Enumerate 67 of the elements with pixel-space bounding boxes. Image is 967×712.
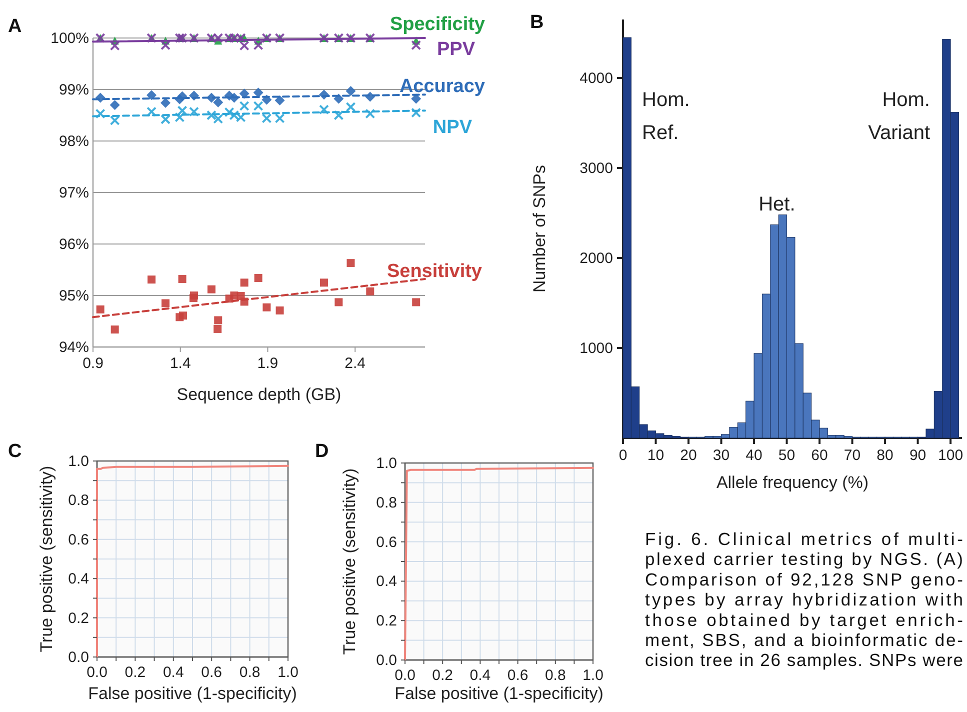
x-tick-label: 60 — [811, 447, 828, 464]
x-tick-label: 0.6 — [201, 664, 222, 681]
x-tick-label: 80 — [876, 447, 894, 464]
y-tick-label: 99% — [58, 82, 89, 98]
x-tick-label: 1.9 — [257, 355, 278, 372]
x-tick-label: 1.4 — [170, 355, 191, 372]
y-tick-label: 4000 — [580, 70, 613, 87]
x-tick-label: 0.6 — [507, 667, 528, 684]
y-axis-title: True positive (sensitivity) — [340, 468, 359, 655]
y-tick-label: 0.6 — [68, 531, 89, 548]
y-tick-label: 1000 — [580, 340, 613, 357]
y-tick-label: 0.0 — [376, 652, 397, 669]
chart-title: C — [8, 441, 22, 462]
x-axis-title: False positive (1-specificity) — [88, 684, 297, 703]
y-tick-label: 0.8 — [376, 494, 397, 512]
x-tick-label: 1.0 — [278, 664, 298, 681]
x-tick-label: 0 — [618, 447, 628, 464]
y-tick-label: 2000 — [580, 250, 613, 267]
x-axis-title: Sequence depth (GB) — [176, 385, 342, 404]
annotation: Het. — [758, 193, 796, 216]
x-tick-label: 20 — [680, 447, 697, 464]
y-tick-label: 94% — [58, 339, 89, 356]
y-tick-label: 96% — [58, 236, 89, 253]
y-tick-label: 3000 — [580, 160, 613, 177]
x-tick-label: 0.4 — [470, 667, 491, 684]
chart-title: D — [315, 441, 329, 462]
chart-title: A — [8, 16, 22, 37]
x-tick-label: 30 — [712, 447, 730, 464]
y-tick-label: 0.8 — [68, 492, 89, 510]
y-tick-label: 100% — [50, 30, 89, 47]
x-tick-label: 0.2 — [124, 664, 146, 681]
x-tick-label: 0.9 — [82, 355, 104, 372]
x-tick-label: 0.4 — [162, 664, 184, 681]
series-label: Specificity — [390, 14, 486, 35]
caption: Fig. 6. Clinical metrics of multi- plexed carrier testing by NGS. (A) Comparison of 92,128 SNP geno- types by array hybridization with those obtained by target enrich- ment, SBS, and a bioinformatic de- cision tree in 26 samples. SNPs were — [645, 529, 964, 670]
y-tick-label: 0.2 — [68, 610, 89, 627]
y-tick-label: 98% — [58, 133, 89, 150]
x-tick-label: 0.0 — [394, 667, 416, 684]
y-tick-label: 0.2 — [376, 612, 397, 630]
series-label: NPV — [432, 117, 472, 138]
y-tick-label: 97% — [58, 184, 89, 202]
x-tick-label: 0.8 — [239, 664, 260, 681]
x-tick-label: 40 — [746, 447, 762, 464]
y-tick-label: 0.6 — [376, 534, 397, 551]
x-tick-label: 0.2 — [432, 667, 454, 684]
y-tick-label: 95% — [58, 288, 89, 304]
x-tick-label: 2.4 — [344, 355, 366, 372]
x-tick-label: 0.8 — [544, 667, 566, 684]
x-axis-title: Allele frequency (%) — [716, 473, 869, 492]
y-axis-title: Number of SNPs — [530, 164, 549, 293]
y-tick-label: 0.4 — [376, 573, 397, 590]
series-label: PPV — [436, 39, 476, 60]
x-tick-label: 70 — [844, 447, 861, 464]
x-tick-label: 50 — [778, 447, 796, 464]
series-label: Accuracy — [399, 76, 486, 97]
annotation: Hom. Ref. — [642, 89, 690, 144]
x-tick-label: 90 — [909, 447, 926, 464]
chart-title: B — [530, 12, 544, 33]
series-label: Sensitivity — [386, 261, 482, 282]
y-axis-title: True positive (sensitivity) — [37, 466, 56, 652]
x-axis-title: False positive (1-specificity) — [394, 684, 604, 703]
x-tick-label: 0.0 — [86, 664, 108, 681]
x-tick-label: 10 — [647, 447, 664, 464]
x-tick-label: 100 — [938, 447, 964, 464]
annotation: Hom. Variant — [868, 89, 930, 144]
y-tick-label: 0.4 — [68, 570, 89, 588]
y-tick-label: 0.0 — [68, 649, 89, 666]
